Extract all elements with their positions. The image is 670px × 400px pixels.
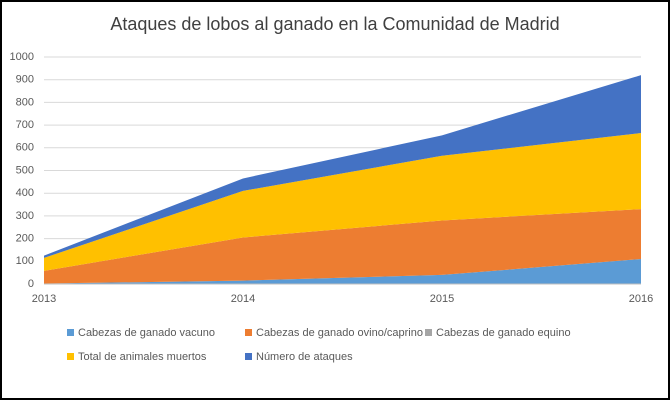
area: [44, 75, 641, 258]
y-tick-label: 500: [16, 164, 34, 176]
y-tick-label: 400: [16, 187, 34, 199]
area: [44, 209, 641, 284]
y-tick-label: 0: [28, 278, 34, 290]
y-tick-label: 800: [16, 96, 34, 108]
legend-swatch: [67, 353, 74, 360]
labels: 0 100 200 300 400 500 600 700 800 900 1000 2013 2014…: [10, 51, 654, 363]
x-tick-label: 2013: [32, 293, 56, 305]
y-tick-label: 100: [16, 255, 34, 267]
area: [44, 259, 641, 284]
legend-label: Cabezas de ganado ovino/caprino: [256, 327, 423, 339]
y-tick-label: 700: [16, 119, 34, 131]
x-tick-label: 2014: [231, 293, 255, 305]
y-tick-label: 900: [16, 74, 34, 86]
legend-label: Cabezas de ganado vacuno: [78, 327, 215, 339]
x-tick-label: 2015: [430, 293, 454, 305]
legend-swatch: [245, 329, 252, 336]
y-tick-label: 200: [16, 233, 34, 245]
y-tick-label: 600: [16, 142, 34, 154]
area: [44, 133, 641, 271]
legend-swatch: [67, 329, 74, 336]
y-tick-label: 300: [16, 210, 34, 222]
legend-label: Número de ataques: [256, 351, 353, 363]
chart-title: Ataques de lobos al ganado en la Comunid…: [110, 14, 559, 34]
plot-area: [44, 75, 641, 285]
y-tick-label: 1000: [10, 51, 34, 63]
legend-label: Cabezas de ganado equino: [436, 327, 571, 339]
legend-swatch: [245, 353, 252, 360]
legend-label: Total de animales muertos: [78, 351, 207, 363]
x-tick-label: 2016: [629, 293, 653, 305]
legend-swatch: [425, 329, 432, 336]
